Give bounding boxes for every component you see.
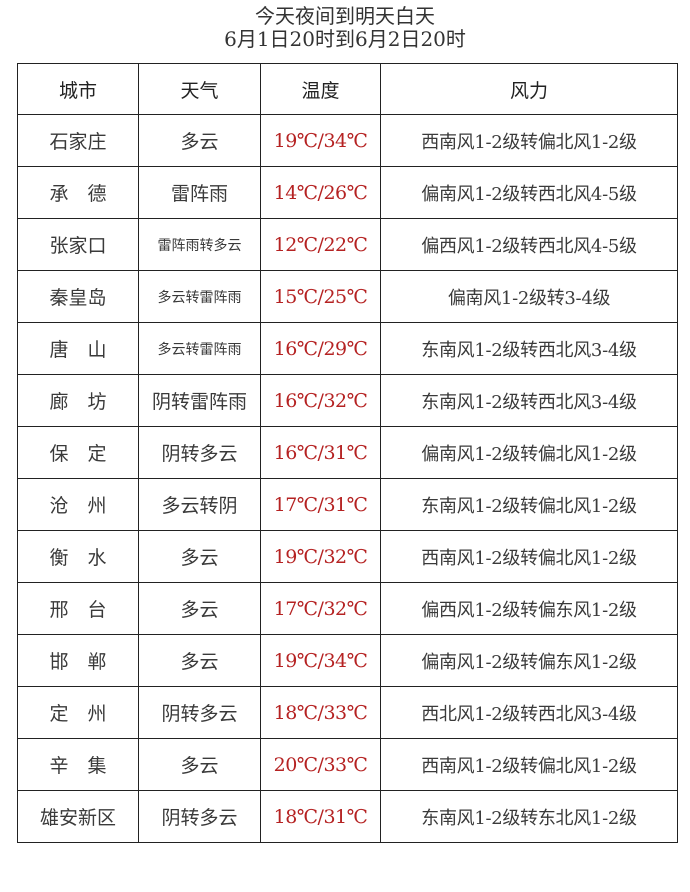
- city-cell: 雄安新区: [17, 790, 139, 843]
- temperature-cell: 19℃/32℃: [260, 530, 381, 583]
- wind-cell: 东南风1-2级转西北风3-4级: [380, 322, 678, 375]
- wind-cell: 东南风1-2级转西北风3-4级: [380, 374, 678, 427]
- temperature-cell: 16℃/29℃: [260, 322, 381, 375]
- temperature-cell: 15℃/25℃: [260, 270, 381, 323]
- table-row: 石家庄 多云 19℃/34℃ 西南风1-2级转偏北风1-2级: [17, 114, 678, 167]
- table-row: 雄安新区 阴转多云 18℃/31℃ 东南风1-2级转东北风1-2级: [17, 790, 678, 843]
- table-row: 辛 集多云 20℃/33℃ 西南风1-2级转偏北风1-2级: [17, 738, 678, 791]
- city-cell: 廊 坊: [17, 374, 139, 427]
- temperature-cell: 14℃/26℃: [260, 166, 381, 219]
- city-cell: 保 定: [17, 426, 139, 479]
- temperature-cell: 17℃/31℃: [260, 478, 381, 531]
- wind-cell: 偏南风1-2级转西北风4-5级: [380, 166, 678, 219]
- header-row: 城市 天气 温度 风力: [17, 63, 678, 115]
- temperature-cell: 19℃/34℃: [260, 114, 381, 167]
- weather-cell: 雷阵雨转多云: [138, 218, 261, 271]
- title-line-1: 今天夜间到明天白天: [255, 4, 435, 28]
- city-cell: 辛 集: [17, 738, 139, 791]
- wind-cell: 偏南风1-2级转偏北风1-2级: [380, 426, 678, 479]
- wind-cell: 西北风1-2级转西北风3-4级: [380, 686, 678, 739]
- wind-cell: 东南风1-2级转偏北风1-2级: [380, 478, 678, 531]
- city-cell: 邯 郸: [17, 634, 139, 687]
- weather-cell: 多云: [138, 738, 261, 791]
- city-cell: 沧 州: [17, 478, 139, 531]
- table-row: 保 定阴转多云 16℃/31℃ 偏南风1-2级转偏北风1-2级: [17, 426, 678, 479]
- table-row: 张家口 雷阵雨转多云 12℃/22℃ 偏西风1-2级转西北风4-5级: [17, 218, 678, 271]
- header-temperature: 温度: [260, 63, 381, 115]
- city-cell: 唐 山: [17, 322, 139, 375]
- city-cell: 承 德: [17, 166, 139, 219]
- table-row: 秦皇岛 多云转雷阵雨 15℃/25℃ 偏南风1-2级转3-4级: [17, 270, 678, 323]
- temperature-cell: 12℃/22℃: [260, 218, 381, 271]
- weather-cell: 阴转多云: [138, 790, 261, 843]
- city-cell: 张家口: [17, 218, 139, 271]
- table-row: 邯 郸多云 19℃/34℃ 偏南风1-2级转偏东风1-2级: [17, 634, 678, 687]
- table-row: 沧 州多云转阴 17℃/31℃ 东南风1-2级转偏北风1-2级: [17, 478, 678, 531]
- weather-cell: 雷阵雨: [138, 166, 261, 219]
- table-row: 承 德雷阵雨 14℃/26℃ 偏南风1-2级转西北风4-5级: [17, 166, 678, 219]
- wind-cell: 西南风1-2级转偏北风1-2级: [380, 114, 678, 167]
- header-wind: 风力: [380, 63, 678, 115]
- table-row: 定 州阴转多云 18℃/33℃ 西北风1-2级转西北风3-4级: [17, 686, 678, 739]
- city-cell: 石家庄: [17, 114, 139, 167]
- weather-cell: 多云转阴: [138, 478, 261, 531]
- wind-cell: 偏西风1-2级转偏东风1-2级: [380, 582, 678, 635]
- header-weather: 天气: [138, 63, 261, 115]
- weather-cell: 多云: [138, 114, 261, 167]
- weather-table: 城市 天气 温度 风力 石家庄 多云 19℃/34℃ 西南风1-2级转偏北风1-2级承…: [17, 63, 678, 843]
- wind-cell: 东南风1-2级转东北风1-2级: [380, 790, 678, 843]
- city-cell: 衡 水: [17, 530, 139, 583]
- wind-cell: 偏南风1-2级转偏东风1-2级: [380, 634, 678, 687]
- city-cell: 邢 台: [17, 582, 139, 635]
- wind-cell: 西南风1-2级转偏北风1-2级: [380, 738, 678, 791]
- table-row: 衡 水多云 19℃/32℃ 西南风1-2级转偏北风1-2级: [17, 530, 678, 583]
- weather-cell: 多云: [138, 582, 261, 635]
- temperature-cell: 18℃/31℃: [260, 790, 381, 843]
- weather-cell: 多云: [138, 530, 261, 583]
- weather-cell: 阴转多云: [138, 686, 261, 739]
- wind-cell: 偏南风1-2级转3-4级: [380, 270, 678, 323]
- city-cell: 定 州: [17, 686, 139, 739]
- temperature-cell: 19℃/34℃: [260, 634, 381, 687]
- temperature-cell: 20℃/33℃: [260, 738, 381, 791]
- temperature-cell: 16℃/32℃: [260, 374, 381, 427]
- table-row: 唐 山多云转雷阵雨 16℃/29℃ 东南风1-2级转西北风3-4级: [17, 322, 678, 375]
- title-line-2: 6月1日20时到6月2日20时: [224, 27, 466, 51]
- wind-cell: 西南风1-2级转偏北风1-2级: [380, 530, 678, 583]
- temperature-cell: 16℃/31℃: [260, 426, 381, 479]
- city-cell: 秦皇岛: [17, 270, 139, 323]
- temperature-cell: 17℃/32℃: [260, 582, 381, 635]
- temperature-cell: 18℃/33℃: [260, 686, 381, 739]
- weather-cell: 阴转雷阵雨: [138, 374, 261, 427]
- weather-cell: 多云: [138, 634, 261, 687]
- header-city: 城市: [17, 63, 139, 115]
- table-row: 廊 坊阴转雷阵雨 16℃/32℃ 东南风1-2级转西北风3-4级: [17, 374, 678, 427]
- weather-cell: 多云转雷阵雨: [138, 322, 261, 375]
- wind-cell: 偏西风1-2级转西北风4-5级: [380, 218, 678, 271]
- weather-cell: 多云转雷阵雨: [138, 270, 261, 323]
- table-row: 邢 台多云 17℃/32℃ 偏西风1-2级转偏东风1-2级: [17, 582, 678, 635]
- weather-cell: 阴转多云: [138, 426, 261, 479]
